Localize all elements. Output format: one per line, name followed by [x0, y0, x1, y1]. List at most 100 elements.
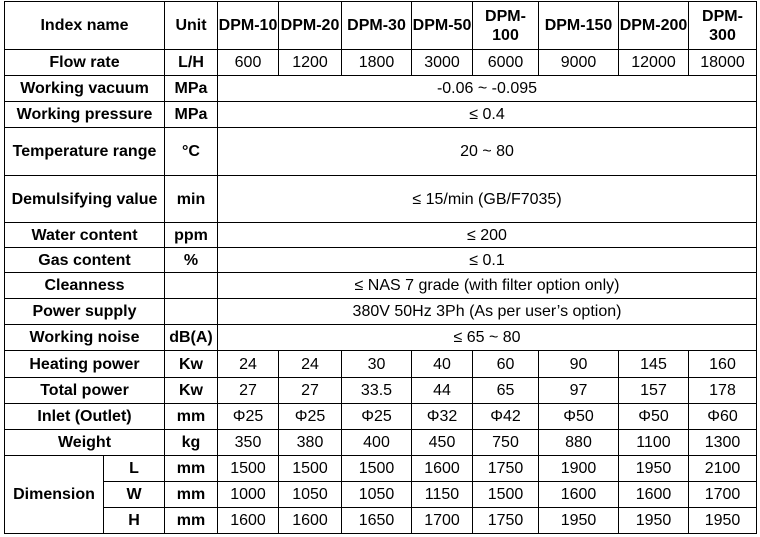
- row-name: Cleanness: [4, 272, 165, 299]
- row-value: 1500: [472, 481, 539, 508]
- row-unit: °C: [164, 127, 218, 176]
- row-value: 160: [688, 350, 757, 378]
- row-value: 65: [472, 377, 539, 404]
- row-value: 30: [341, 350, 412, 378]
- row-value: 1700: [688, 481, 757, 508]
- row-unit: [164, 298, 218, 325]
- dimension-sub: L: [103, 455, 165, 482]
- row-unit: [164, 272, 218, 299]
- row-value: 90: [538, 350, 619, 378]
- row-value: 12000: [618, 49, 689, 76]
- table-row: Total power Kw 27 27 33.5 44 65 97 157 178: [4, 377, 757, 404]
- row-value: Φ50: [538, 403, 619, 430]
- model-header: DPM-200: [618, 1, 689, 50]
- row-name: Demulsifying value: [4, 175, 165, 223]
- row-value: 1950: [688, 507, 757, 534]
- row-value: 1950: [618, 455, 689, 482]
- table-row: Gas content% ≤ 0.1: [4, 247, 757, 273]
- row-unit: mm: [164, 403, 218, 430]
- row-unit: Kw: [164, 377, 218, 404]
- row-value: 1750: [472, 507, 539, 534]
- unit-header: Unit: [164, 1, 218, 50]
- row-value: 880: [538, 429, 619, 456]
- row-value: 1150: [411, 481, 473, 508]
- row-name: Total power: [4, 377, 165, 404]
- row-value: 33.5: [341, 377, 412, 404]
- table-row: Weight kg 350 380 400 450 750 880 1100 1300: [4, 429, 757, 456]
- row-value: 157: [618, 377, 689, 404]
- row-name: Working vacuum: [4, 75, 165, 102]
- row-value: 400: [341, 429, 412, 456]
- row-value: 60: [472, 350, 539, 378]
- row-value: 1600: [538, 481, 619, 508]
- row-value: ≤ 0.4: [217, 101, 757, 128]
- row-value: 44: [411, 377, 473, 404]
- row-value: 1200: [278, 49, 342, 76]
- row-unit: MPa: [164, 75, 218, 102]
- row-value: 1100: [618, 429, 689, 456]
- table-row: Power supply 380V 50Hz 3Ph (As per user’s…: [4, 298, 757, 325]
- model-header: DPM-10: [217, 1, 279, 50]
- row-value: 1300: [688, 429, 757, 456]
- row-value: 1600: [278, 507, 342, 534]
- row-value: 24: [217, 350, 279, 378]
- dimension-sub: W: [103, 481, 165, 508]
- row-value: Φ25: [341, 403, 412, 430]
- table-row: Working vacuum MPa -0.06 ~ -0.095: [4, 75, 757, 102]
- row-unit: %: [164, 247, 218, 273]
- row-name: Flow rate: [4, 49, 165, 76]
- table-row: Cleanness ≤ NAS 7 grade (with filter opti…: [4, 272, 757, 299]
- row-value: 1500: [217, 455, 279, 482]
- row-name: Inlet (Outlet): [4, 403, 165, 430]
- row-value: 1600: [618, 481, 689, 508]
- row-value: 3000: [411, 49, 473, 76]
- model-header: DPM-30: [341, 1, 412, 50]
- row-name: Heating power: [4, 350, 165, 378]
- row-unit: mm: [164, 481, 218, 508]
- row-value: 1600: [217, 507, 279, 534]
- table-row: Water content ppm ≤ 200: [4, 222, 757, 248]
- row-value: 178: [688, 377, 757, 404]
- row-value: ≤ 200: [217, 222, 757, 248]
- row-value: 1950: [538, 507, 619, 534]
- row-name: Gas content: [4, 247, 165, 273]
- row-value: ≤ 0.1: [217, 247, 757, 273]
- table-row: Working noise dB(A) ≤ 65 ~ 80: [4, 324, 757, 351]
- model-header: DPM-150: [538, 1, 619, 50]
- model-header: DPM-300: [688, 1, 757, 50]
- row-value: 1650: [341, 507, 412, 534]
- row-value: 20 ~ 80: [217, 127, 757, 176]
- row-unit: mm: [164, 455, 218, 482]
- row-value: 1600: [411, 455, 473, 482]
- model-header: DPM-100: [472, 1, 539, 50]
- table-row: Inlet (Outlet) mm Φ25 Φ25 Φ25 Φ32 Φ42 Φ50 Φ50 Φ60: [4, 403, 757, 430]
- row-value: 97: [538, 377, 619, 404]
- index-name-header: Index name: [4, 1, 165, 50]
- row-unit: min: [164, 175, 218, 223]
- row-name: Power supply: [4, 298, 165, 325]
- row-unit: Kw: [164, 350, 218, 378]
- table-row: Flow rate L/H 600 1200 1800 3000 6000 9000 12000…: [4, 49, 757, 76]
- row-value: 750: [472, 429, 539, 456]
- row-name: Working pressure: [4, 101, 165, 128]
- row-value: 1050: [278, 481, 342, 508]
- row-value: 9000: [538, 49, 619, 76]
- header-row: Index name Unit DPM-10 DPM-20 DPM-30 DPM-50 DP…: [4, 1, 757, 50]
- row-value: Φ42: [472, 403, 539, 430]
- table-row: Temperature range °C 20 ~ 80: [4, 127, 757, 176]
- row-value: 350: [217, 429, 279, 456]
- row-value: Φ25: [217, 403, 279, 430]
- table-row: Heating power Kw 24 24 30 40 60 90 145 160: [4, 350, 757, 378]
- row-value: Φ60: [688, 403, 757, 430]
- model-header: DPM-50: [411, 1, 473, 50]
- row-value: Φ32: [411, 403, 473, 430]
- row-name: Working noise: [4, 324, 165, 351]
- row-value: 2100: [688, 455, 757, 482]
- row-value: 24: [278, 350, 342, 378]
- row-value: 1050: [341, 481, 412, 508]
- row-value: 145: [618, 350, 689, 378]
- row-name: Temperature range: [4, 127, 165, 176]
